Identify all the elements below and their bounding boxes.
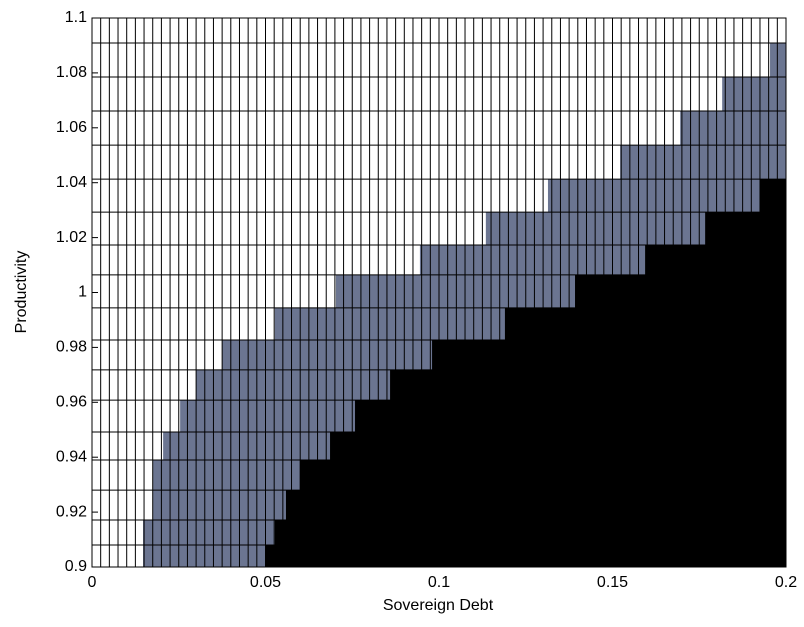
y-tick-label: 0.94 [56,448,87,465]
x-axis-label: Sovereign Debt [383,597,494,614]
region-cell [620,145,786,180]
region-cell [274,520,786,546]
region-cell [504,307,786,340]
y-tick-label: 1 [78,284,87,301]
y-tick-label: 0.98 [56,339,87,356]
region-cell [432,339,786,370]
y-tick-label: 1.06 [56,119,87,136]
y-tick-label: 1.1 [65,9,87,26]
x-tick-label: 0.2 [775,574,797,591]
region-cell [355,400,786,432]
x-tick-label: 0 [88,574,97,591]
region-cell [645,245,786,275]
region-cell [390,369,786,401]
region-cell [680,111,786,146]
y-tick-label: 1.04 [56,174,87,191]
x-tick-label: 0.1 [428,574,450,591]
x-tick-label: 0.05 [250,574,281,591]
region-cell [705,212,786,246]
y-tick-label: 1.02 [56,229,87,246]
region-cell [547,179,786,213]
region-cell [722,77,786,112]
region-cell [759,179,786,213]
y-tick-label: 0.92 [56,503,87,520]
region-cell [575,274,786,308]
y-tick-label: 0.9 [65,558,87,575]
y-tick-label: 1.08 [56,64,87,81]
region-cell [330,431,786,460]
y-tick-label: 0.96 [56,394,87,411]
x-tick-label: 0.15 [597,574,628,591]
region-cell [770,42,786,78]
y-axis-label: Productivity [13,251,30,334]
